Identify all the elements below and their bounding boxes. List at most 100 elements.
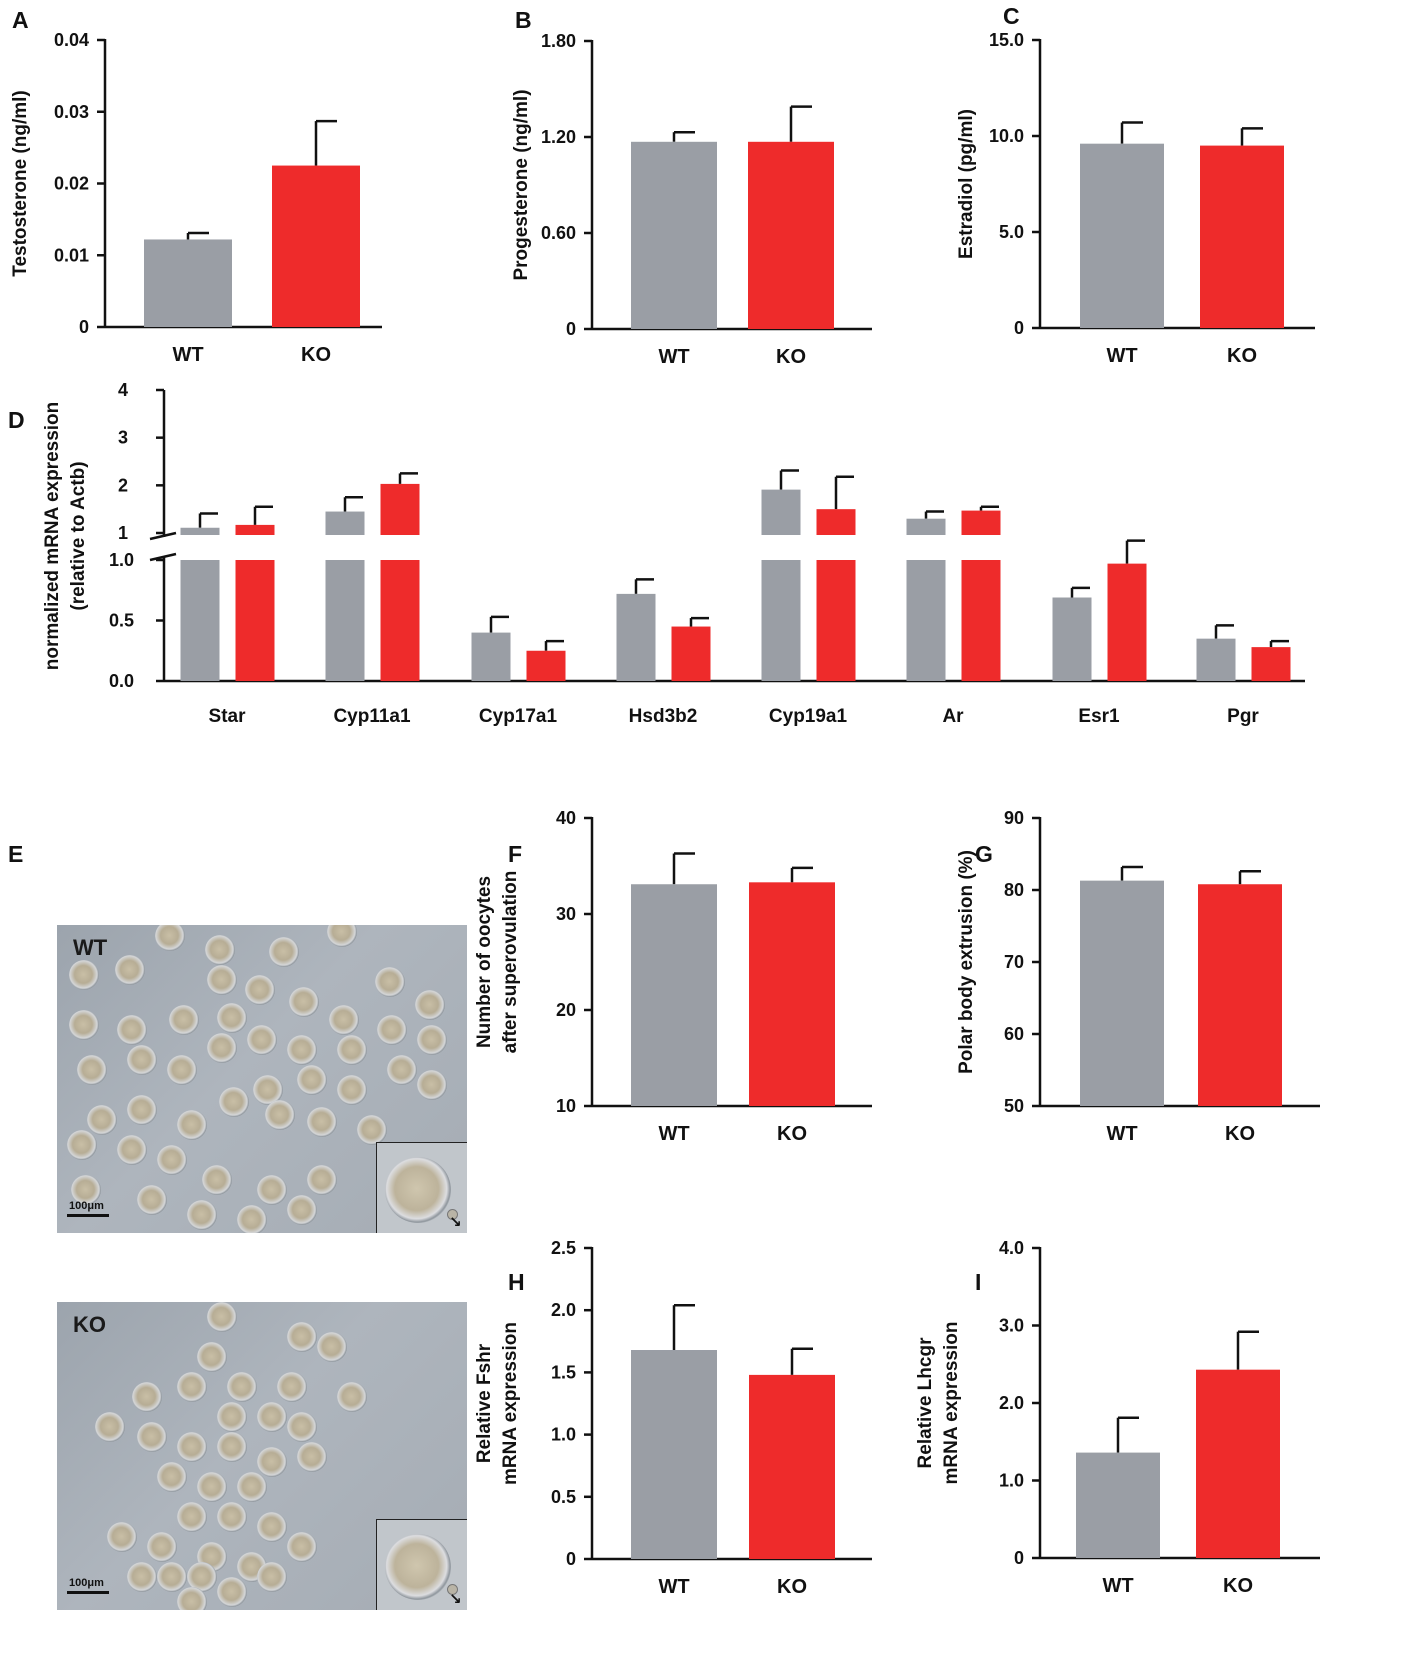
- bar-ar-wt-lower: [906, 560, 946, 681]
- x-tick-label: WT: [658, 1576, 689, 1598]
- panel-letter-a: A: [12, 7, 29, 33]
- micrograph-wt: WT ↘ 100μm: [57, 925, 467, 1233]
- bar-cyp11a1-ko-lower: [380, 560, 420, 681]
- panel-letter-b: B: [515, 7, 532, 33]
- oocyte: [257, 1512, 287, 1542]
- x-tick-label: KO: [301, 344, 331, 366]
- oocyte: [217, 1402, 247, 1432]
- inset-oocyte: [385, 1534, 451, 1600]
- oocyte: [287, 1035, 317, 1065]
- bar-cyp17a1-wt: [471, 632, 511, 681]
- oocyte: [289, 987, 319, 1017]
- y-tick-label: 0: [566, 319, 576, 339]
- x-tick-label: Cyp17a1: [479, 706, 558, 727]
- x-tick-label: WT: [1102, 1575, 1133, 1597]
- y-tick-label: 0.5: [551, 1487, 576, 1507]
- oocyte: [417, 1025, 447, 1055]
- oocyte: [377, 1015, 407, 1045]
- y-tick-label: 90: [1004, 808, 1024, 828]
- x-tick-label: WT: [658, 1123, 689, 1145]
- x-tick-label: Cyp19a1: [769, 706, 848, 727]
- oocyte: [415, 990, 445, 1020]
- bar-esr1-ko: [1107, 563, 1147, 681]
- oocyte: [207, 1033, 237, 1063]
- oocyte: [265, 1100, 295, 1130]
- oocyte: [137, 1422, 167, 1452]
- oocyte: [257, 1447, 287, 1477]
- oocyte: [337, 1035, 367, 1065]
- oocyte: [177, 1502, 207, 1532]
- oocyte: [297, 1065, 327, 1095]
- bar-ko: [748, 141, 834, 329]
- scale-bar-label: 100μm: [69, 1577, 104, 1589]
- y-tick-label: 3.0: [999, 1316, 1024, 1336]
- bar-star-wt-lower: [180, 560, 220, 681]
- bar-star-wt-upper: [180, 527, 220, 535]
- bar-cyp19a1-wt-lower: [761, 560, 801, 681]
- arrow-icon: ↘: [449, 1591, 462, 1608]
- y-axis-label: mRNA expression: [500, 1322, 521, 1485]
- oocyte: [117, 1135, 147, 1165]
- y-tick-label: 2.0: [551, 1300, 576, 1320]
- y-tick-label: 1.5: [551, 1362, 576, 1382]
- bar-ar-wt-upper: [906, 518, 946, 535]
- panel-letter-c: C: [1003, 3, 1020, 29]
- oocyte: [257, 1562, 287, 1592]
- y-axis-label: Number of oocytes: [474, 876, 495, 1048]
- oocyte: [167, 1055, 197, 1085]
- oocyte: [417, 1070, 447, 1100]
- y-tick-label: 50: [1004, 1096, 1024, 1116]
- y-axis-label: after superovulation: [500, 871, 521, 1054]
- y-axis-label: Estradiol (pg/ml): [956, 109, 977, 259]
- x-tick-label: Cyp11a1: [333, 706, 411, 727]
- oocyte: [287, 1412, 317, 1442]
- x-tick-label: Esr1: [1078, 706, 1120, 727]
- x-tick-label: WT: [658, 346, 689, 368]
- y-tick-label: 1.0: [999, 1471, 1024, 1491]
- oocyte: [227, 1372, 257, 1402]
- bar-ko: [1200, 145, 1284, 328]
- x-tick-label: Star: [209, 706, 247, 727]
- oocyte: [205, 935, 235, 965]
- oocyte: [177, 1587, 207, 1610]
- bar-star-ko-upper: [235, 524, 275, 535]
- panel-letter-i: I: [975, 1269, 981, 1295]
- oocyte: [337, 1382, 367, 1412]
- oocyte: [307, 1165, 337, 1195]
- y-axis-label: Relative Lhcgr: [915, 1337, 936, 1469]
- oocyte: [157, 1462, 187, 1492]
- panel-letter-d: D: [8, 407, 25, 433]
- oocyte: [137, 1185, 167, 1215]
- y-tick-label: 1.0: [551, 1425, 576, 1445]
- oocyte: [217, 1577, 247, 1607]
- bar-cyp17a1-ko: [526, 650, 566, 681]
- y-axis-label: Relative Fshr: [474, 1343, 495, 1463]
- x-tick-label: KO: [777, 1576, 807, 1598]
- oocyte: [337, 1075, 367, 1105]
- oocyte: [287, 1195, 317, 1225]
- bar-wt: [1080, 880, 1164, 1106]
- oocyte: [297, 1442, 327, 1472]
- y-tick-label: 0.60: [541, 223, 576, 243]
- bar-ar-ko-lower: [961, 560, 1001, 681]
- bar-wt: [1080, 143, 1164, 328]
- oocyte: [67, 1130, 97, 1160]
- y-tick-label: 0.03: [54, 102, 89, 122]
- oocyte: [127, 1095, 157, 1125]
- axis-break-mark: [149, 552, 177, 562]
- oocyte: [375, 967, 405, 997]
- oocyte: [245, 975, 275, 1005]
- oocyte: [387, 1055, 417, 1085]
- oocyte: [187, 1200, 217, 1230]
- bar-esr1-wt: [1052, 597, 1092, 681]
- bar-wt: [631, 1350, 717, 1559]
- y-tick-label: 10: [556, 1096, 576, 1116]
- oocyte: [237, 1472, 267, 1502]
- x-tick-label: KO: [1227, 345, 1257, 367]
- oocyte: [202, 1165, 232, 1195]
- y-axis-label: Progesterone (ng/ml): [511, 89, 532, 280]
- y-tick-label: 0.0: [109, 671, 134, 691]
- y-tick-label: 0.04: [54, 30, 89, 50]
- bar-cyp19a1-wt-upper: [761, 489, 801, 535]
- scale-bar: [67, 1591, 109, 1594]
